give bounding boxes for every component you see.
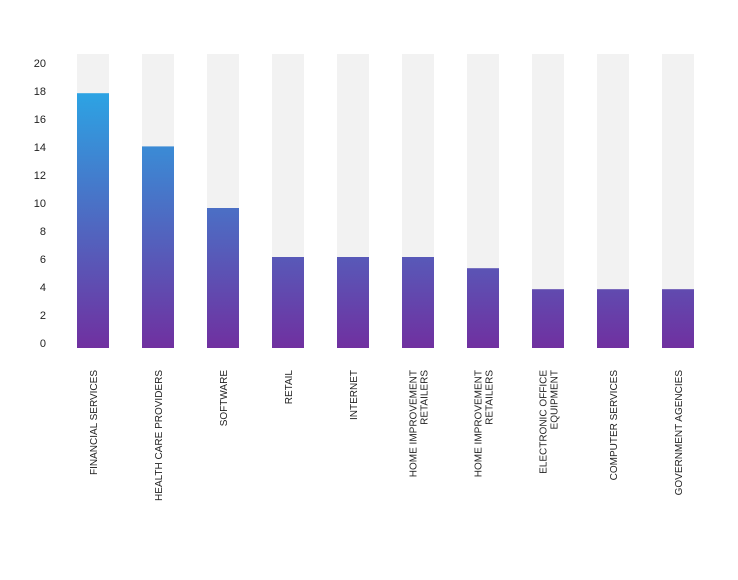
category-label-line: RETAILERS — [485, 370, 496, 425]
x-axis-labels: FINANCIAL SERVICES HEALTH CARE PROVIDERS S… — [89, 370, 685, 501]
bar — [337, 257, 369, 348]
category-label-line: INTERNET — [349, 370, 360, 420]
category-label-line: EQUIPMENT — [550, 370, 561, 429]
category-label: RETAIL — [284, 370, 295, 405]
category-label-line: ELECTRONIC OFFICE — [539, 370, 550, 474]
category-label-line: FINANCIAL SERVICES — [89, 370, 100, 475]
y-tick-label: 8 — [40, 226, 46, 238]
y-tick-label: 6 — [40, 254, 46, 266]
category-label-line: COMPUTER SERVICES — [609, 370, 620, 481]
bar — [207, 208, 239, 348]
category-label: HEALTH CARE PROVIDERS — [154, 370, 165, 501]
category-label: HOME IMPROVEMENT RETAILERS — [474, 370, 496, 478]
category-label: ELECTRONIC OFFICE EQUIPMENT — [539, 370, 561, 474]
category-label: SOFTWARE — [219, 370, 230, 427]
category-label: FINANCIAL SERVICES — [89, 370, 100, 475]
category-label: HOME IMPROVEMENT RETAILERS — [409, 370, 431, 478]
bar — [272, 257, 304, 348]
y-axis: 0 2 4 6 8 10 12 14 16 18 20 — [34, 58, 46, 350]
y-tick-label: 10 — [34, 198, 46, 210]
category-label: COMPUTER SERVICES — [609, 370, 620, 481]
bar — [77, 93, 109, 348]
y-tick-label: 2 — [40, 310, 46, 322]
y-tick-label: 16 — [34, 114, 46, 126]
bar — [532, 289, 564, 348]
y-tick-label: 20 — [34, 58, 46, 70]
category-label-line: RETAIL — [284, 370, 295, 405]
bar — [467, 268, 499, 348]
category-label-line: HOME IMPROVEMENT — [409, 370, 420, 477]
bar — [402, 257, 434, 348]
y-tick-label: 4 — [40, 282, 46, 294]
bars — [77, 54, 694, 348]
category-label: GOVERNMENT AGENCIES — [674, 370, 685, 496]
category-label-line: HEALTH CARE PROVIDERS — [154, 370, 165, 501]
category-label-line: RETAILERS — [420, 370, 431, 425]
y-tick-label: 0 — [40, 338, 46, 350]
y-tick-label: 14 — [34, 142, 46, 154]
bar — [142, 146, 174, 348]
category-label-line: HOME IMPROVEMENT — [474, 370, 485, 477]
category-label-line: GOVERNMENT AGENCIES — [674, 370, 685, 496]
y-tick-label: 12 — [34, 170, 46, 182]
bar — [597, 289, 629, 348]
bar — [662, 289, 694, 348]
y-tick-label: 18 — [34, 86, 46, 98]
category-label: INTERNET — [349, 370, 360, 420]
category-label-line: SOFTWARE — [219, 370, 230, 427]
